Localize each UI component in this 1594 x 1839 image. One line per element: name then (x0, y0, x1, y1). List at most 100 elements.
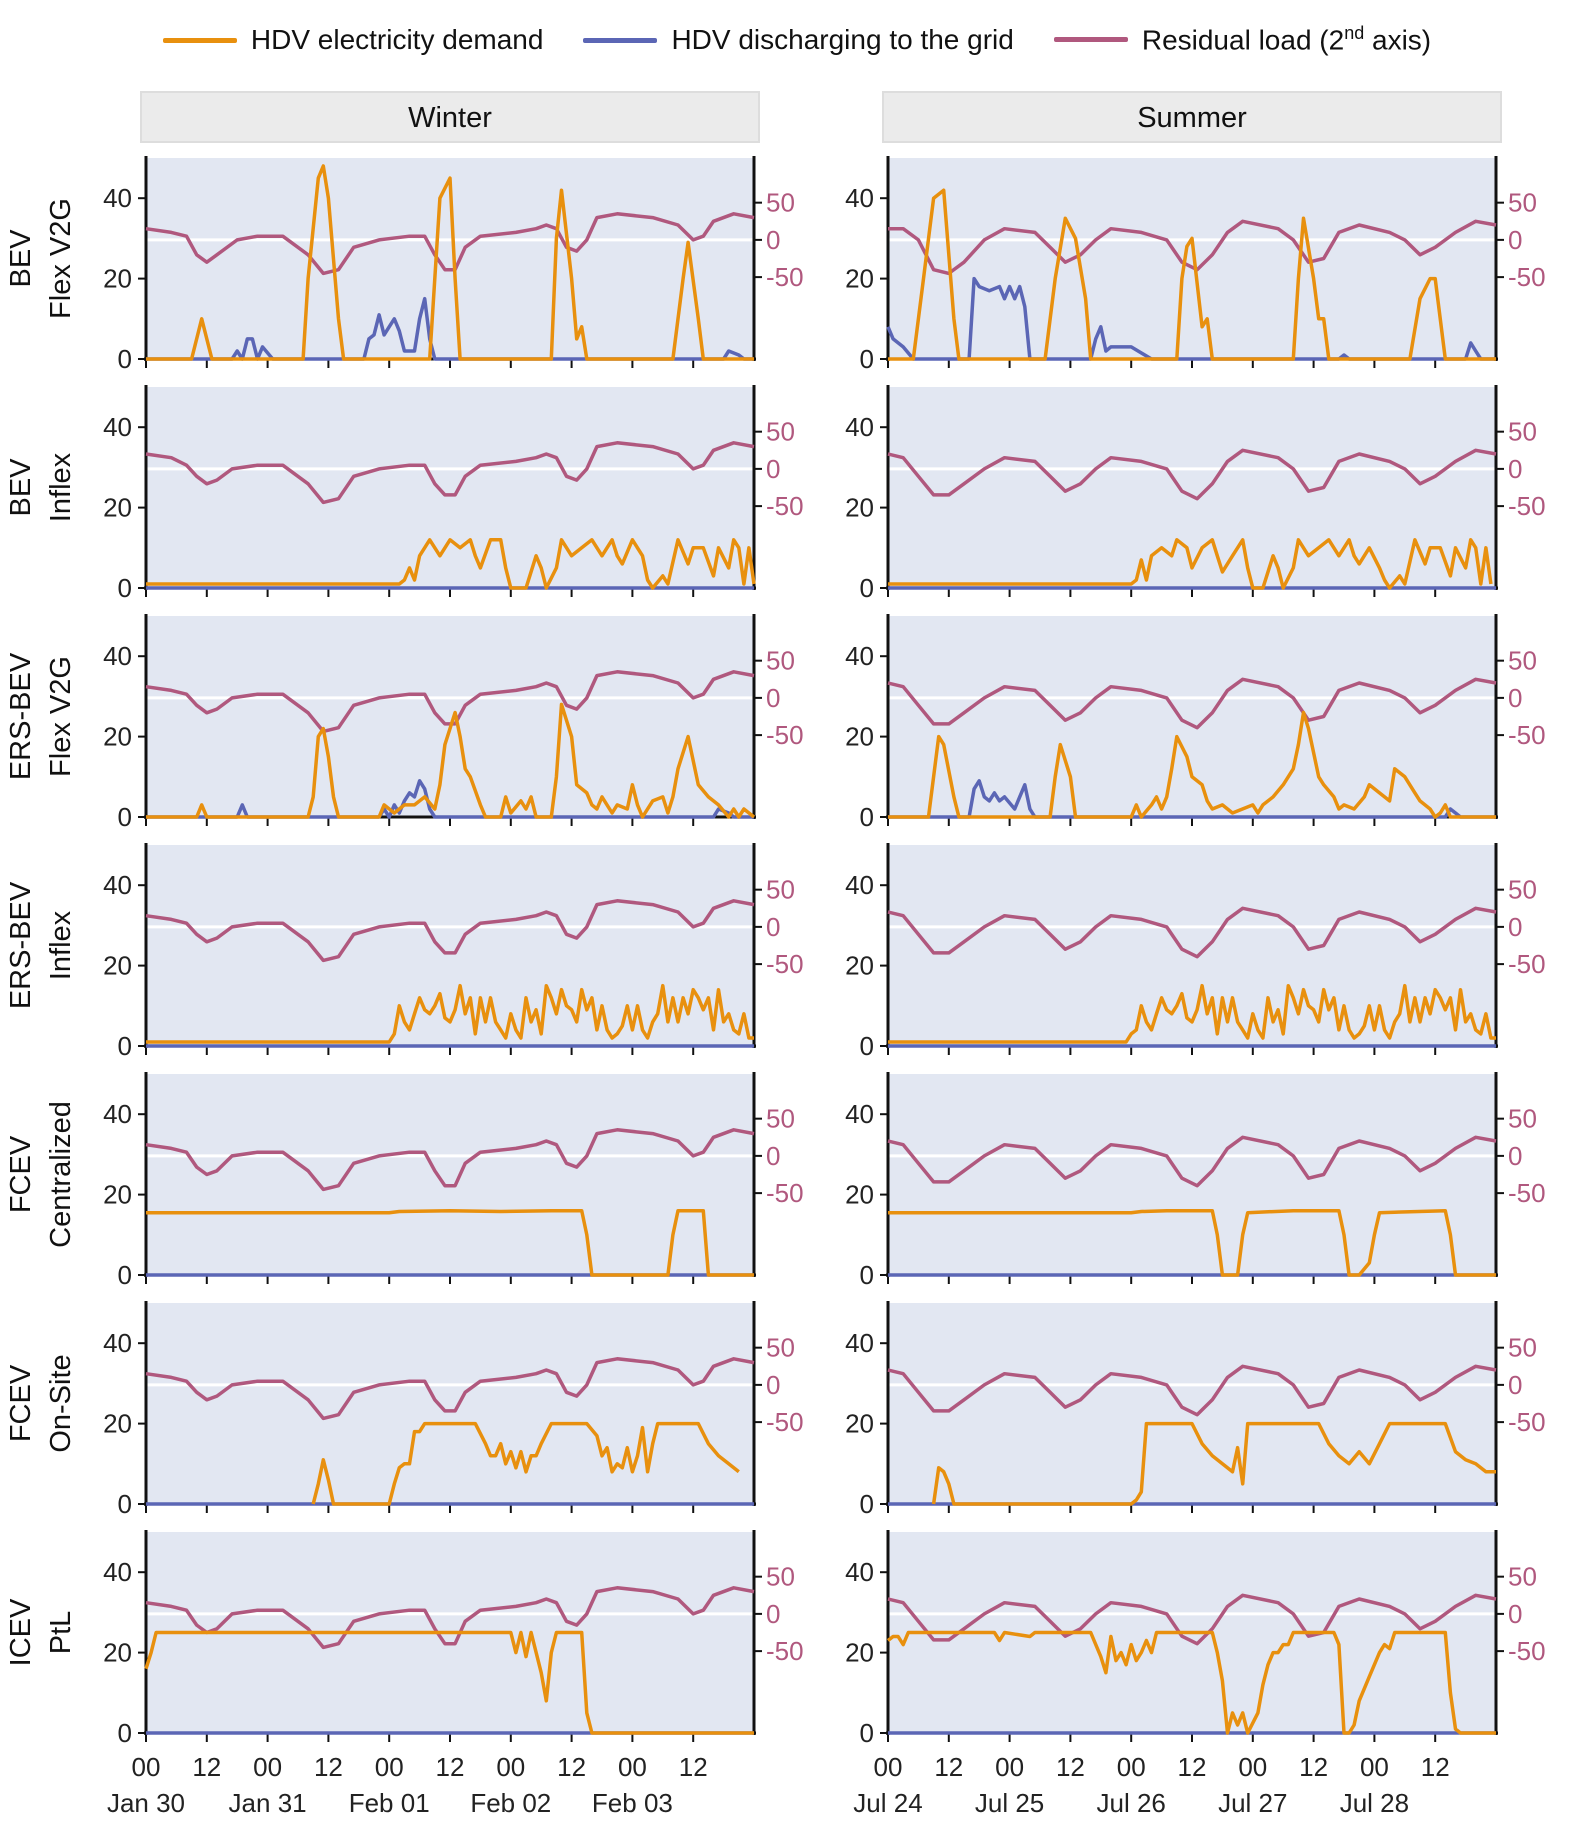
series-residual-r5c1 (887, 1364, 1497, 1417)
right-tick-label: 50 (766, 417, 795, 447)
series-demand-r0c1 (888, 188, 1496, 361)
row-label-line1: ICEV (5, 1598, 37, 1666)
series-demand-r4c0 (146, 1208, 754, 1277)
right-tick-label: 50 (766, 188, 795, 218)
right-tick-label: -50 (1508, 262, 1546, 292)
right-tick-label: 50 (1508, 417, 1537, 447)
series-residual-r3c1 (887, 906, 1497, 959)
left-tick-label: 20 (845, 1180, 874, 1210)
legend-label-residual: Residual load (2nd axis) (1142, 23, 1431, 56)
legend-label-demand: HDV electricity demand (250, 24, 544, 55)
series-residual-r3c0 (145, 899, 755, 963)
panel-r4c0 (146, 1074, 754, 1275)
right-tick-label: -50 (1508, 720, 1546, 750)
hour-tick-label: 00 (1238, 1752, 1267, 1782)
hour-tick-label: 00 (995, 1752, 1024, 1782)
left-tick-label: 0 (860, 1718, 874, 1748)
row-label-line2: Centralized (45, 1101, 77, 1248)
series-demand-r1c0 (146, 538, 756, 590)
date-tick-label: Jul 25 (975, 1788, 1044, 1818)
series-residual-r0c1 (888, 219, 1497, 276)
left-tick-label: 20 (103, 493, 132, 523)
date-tick-label: Jul 26 (1097, 1788, 1166, 1818)
right-tick-label: 0 (766, 1599, 780, 1629)
right-tick-label: 50 (1508, 1562, 1537, 1592)
panel-r5c1 (888, 1303, 1496, 1504)
legend-item-demand[interactable]: HDV electricity demand (162, 24, 544, 56)
left-tick-label: 20 (845, 1638, 874, 1668)
series-residual-r4c1 (887, 1135, 1497, 1188)
series-discharge-r2c1 (888, 779, 1496, 819)
legend-item-discharge[interactable]: HDV discharging to the grid (583, 24, 1014, 56)
series-demand-r6c0 (144, 1630, 754, 1735)
right-tick-label: -50 (766, 720, 804, 750)
panel-r1c1 (888, 387, 1496, 588)
right-tick-label: 50 (1508, 646, 1537, 676)
left-tick-label: 40 (103, 641, 132, 671)
left-tick-label: 0 (118, 1260, 132, 1290)
panel-r0c1 (888, 158, 1496, 359)
series-residual-r1c0 (145, 441, 755, 505)
legend-item-residual[interactable]: Residual load (2nd axis) (1053, 23, 1431, 56)
hour-tick-label: 12 (679, 1752, 708, 1782)
left-tick-label: 20 (103, 1180, 132, 1210)
left-tick-label: 40 (845, 641, 874, 671)
right-tick-label: -50 (766, 491, 804, 521)
left-tick-label: 0 (860, 1260, 874, 1290)
left-tick-label: 20 (103, 1409, 132, 1439)
left-tick-label: 0 (860, 802, 874, 832)
row-label-line1: ERS-BEV (5, 881, 37, 1009)
series-demand-r4c1 (888, 1208, 1496, 1277)
right-tick-label: 0 (1508, 1141, 1522, 1171)
date-tick-label: Jul 27 (1218, 1788, 1287, 1818)
right-tick-label: 0 (766, 1370, 780, 1400)
column-header-label: Summer (1137, 102, 1247, 134)
series-demand-r3c0 (146, 983, 754, 1044)
hour-tick-label: 00 (618, 1752, 647, 1782)
hour-tick-label: 00 (253, 1752, 282, 1782)
panel-r2c0 (146, 616, 754, 817)
legend-label-discharge: HDV discharging to the grid (671, 24, 1014, 55)
legend-label-residual-sup: nd (1344, 23, 1365, 44)
series-residual-r2c1 (887, 677, 1497, 730)
right-tick-label: 0 (766, 454, 780, 484)
hour-tick-label: 00 (874, 1752, 903, 1782)
column-header-label: Winter (408, 102, 492, 134)
panel-r2c1 (888, 616, 1496, 817)
row-label-line2: Flex V2G (45, 198, 77, 319)
row-label-line2: PtL (45, 1611, 77, 1655)
panel-r3c1 (888, 845, 1496, 1046)
left-tick-label: 40 (845, 1099, 874, 1129)
right-tick-label: 0 (766, 683, 780, 713)
left-tick-label: 20 (103, 1638, 132, 1668)
date-tick-label: Jan 31 (229, 1788, 307, 1818)
hour-tick-label: 12 (192, 1752, 221, 1782)
left-tick-label: 40 (845, 1557, 874, 1587)
right-tick-label: 0 (1508, 225, 1522, 255)
left-tick-label: 40 (845, 1328, 874, 1358)
series-residual-r6c1 (887, 1593, 1497, 1646)
right-tick-label: 50 (1508, 188, 1537, 218)
left-tick-label: 0 (860, 344, 874, 374)
legend-label-residual-text: Residual load (2 (1141, 24, 1345, 56)
right-tick-label: -50 (766, 1407, 804, 1437)
hour-tick-label: 12 (1056, 1752, 1085, 1782)
hour-tick-label: 12 (314, 1752, 343, 1782)
left-tick-label: 0 (118, 802, 132, 832)
column-header-winter (140, 91, 760, 143)
hour-tick-label: 00 (1117, 1752, 1146, 1782)
left-tick-label: 20 (103, 722, 132, 752)
series-residual-r1c1 (887, 448, 1497, 501)
panel-r3c0 (146, 845, 754, 1046)
left-tick-label: 20 (845, 493, 874, 523)
date-tick-label: Jul 28 (1340, 1788, 1409, 1818)
date-tick-label: Feb 03 (592, 1788, 673, 1818)
row-label-line2: On-Site (45, 1354, 77, 1452)
right-tick-label: 0 (766, 912, 780, 942)
right-tick-label: 50 (766, 646, 795, 676)
hour-tick-label: 00 (1360, 1752, 1389, 1782)
row-label-line2: Flex V2G (45, 656, 77, 777)
left-tick-label: 40 (103, 1328, 132, 1358)
left-tick-label: 0 (118, 573, 132, 603)
